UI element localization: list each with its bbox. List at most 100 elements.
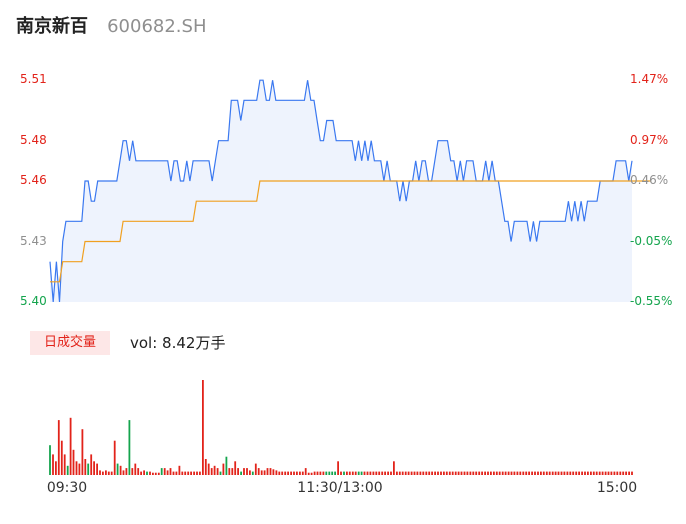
volume-bar (457, 471, 460, 475)
price-line (49, 79, 633, 303)
volume-bar (607, 471, 610, 475)
volume-bar (525, 471, 528, 475)
volume-bar (572, 471, 575, 475)
volume-bar (134, 463, 137, 475)
volume-bar (231, 468, 234, 475)
volume-bar (419, 471, 422, 475)
volume-bar (263, 470, 266, 475)
volume-bar (348, 471, 351, 475)
volume-bar (472, 471, 475, 475)
time-tick-label: 15:00 (596, 480, 638, 496)
volume-bar (587, 471, 589, 475)
volume-bar (363, 471, 366, 475)
volume-bar (554, 471, 557, 475)
percent-tick-label: 0.46% (630, 173, 669, 187)
volume-bar (448, 471, 451, 475)
volume-bar (434, 471, 436, 475)
volume-bar (140, 471, 142, 475)
volume-bar (613, 471, 616, 475)
volume-bar (316, 471, 319, 475)
volume-bar (493, 471, 495, 475)
volume-bar (513, 471, 516, 475)
volume-bar (469, 471, 472, 475)
volume-bar (113, 440, 116, 475)
volume-bar (75, 461, 78, 475)
volume-bar (404, 471, 407, 475)
volume-bar (584, 471, 586, 475)
percent-tick-label: -0.55% (630, 294, 673, 308)
price-tick-label: 5.46 (20, 173, 47, 187)
volume-bar (375, 471, 378, 475)
volume-bar (222, 463, 225, 475)
percent-tick-label: 1.47% (630, 72, 669, 87)
volume-bar (610, 471, 613, 475)
volume-bar (163, 468, 166, 475)
volume-bar (146, 471, 148, 475)
volume-bar (225, 456, 228, 475)
volume-bar (149, 471, 151, 475)
volume-bar (416, 471, 419, 475)
price-tick-label: 5.51 (20, 72, 47, 87)
volume-bar (340, 471, 342, 475)
volume-bar (287, 471, 289, 475)
volume-bar (631, 471, 633, 475)
volume-bar (207, 463, 210, 475)
volume-bar (310, 472, 313, 475)
time-tick-label: 11:30/13:00 (297, 480, 383, 496)
volume-bar (628, 471, 630, 475)
volume-bar (381, 471, 384, 475)
volume-bar (478, 471, 481, 475)
volume-bar (169, 468, 172, 475)
volume-bar (125, 468, 128, 475)
volume-bar (519, 471, 522, 475)
volume-bar (166, 470, 169, 475)
volume-bar (128, 420, 131, 475)
volume-bar (178, 465, 181, 475)
volume-bar (107, 471, 110, 475)
volume-bar (202, 380, 204, 475)
volume-bar (331, 471, 334, 475)
volume-bar (87, 463, 90, 475)
volume-bar (522, 471, 525, 475)
volume-bar (290, 471, 292, 475)
volume-bar (516, 471, 519, 475)
volume-bar (184, 471, 187, 475)
volume-bar (240, 471, 242, 475)
volume-bar (110, 471, 113, 475)
volume-bar (284, 471, 287, 475)
stock-header: 南京新百 600682.SH (16, 12, 207, 42)
volume-bar (569, 471, 572, 475)
volume-bar (495, 471, 498, 475)
volume-bar (595, 471, 598, 475)
volume-bar (443, 471, 445, 475)
volume-bar (346, 471, 348, 475)
volume-bar (484, 471, 486, 475)
volume-bar (410, 471, 413, 475)
average-line (50, 180, 652, 283)
volume-bar (366, 471, 369, 475)
percent-tick-label: 0.97% (630, 132, 669, 147)
volume-bar (119, 465, 122, 475)
volume-bar (575, 471, 578, 475)
volume-bar (390, 471, 392, 475)
volume-bar (319, 471, 322, 475)
price-tick-label: 5.48 (20, 132, 47, 147)
volume-bar (487, 471, 489, 475)
volume-bar (560, 471, 563, 475)
volume-bar (510, 471, 513, 475)
volume-bar (490, 471, 492, 475)
percent-tick-label: -0.05% (630, 233, 673, 248)
volume-bar (422, 471, 425, 475)
volume-bar (175, 471, 178, 475)
volume-bar (616, 471, 619, 475)
volume-bar (304, 468, 307, 475)
volume-bar (301, 471, 304, 475)
volume-bar (199, 471, 201, 475)
volume-bar (466, 471, 469, 475)
volume-bar (260, 470, 263, 475)
volume-bar (334, 471, 336, 475)
volume-bar (254, 463, 257, 475)
time-tick-label: 09:30 (46, 480, 88, 496)
volume-bar (99, 470, 101, 475)
volume-bar (343, 471, 345, 475)
